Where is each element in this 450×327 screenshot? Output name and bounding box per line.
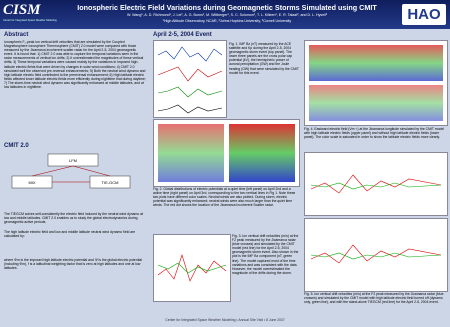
map-panel bbox=[158, 124, 224, 182]
figure-5-top bbox=[304, 152, 448, 216]
affiliations: ¹High Altitude Observatory, NCAR, ²Johns… bbox=[162, 19, 292, 23]
figure-4 bbox=[304, 40, 448, 126]
figure-caption: Fig. 2. Global distributions of electric… bbox=[153, 187, 296, 208]
cmit-diagram: LFM MIX TIE-GCM bbox=[11, 153, 131, 189]
plot-line bbox=[310, 174, 442, 194]
footer: Center for Integrated Space Weather Mode… bbox=[165, 318, 285, 322]
logo-left: CISM bbox=[3, 2, 41, 18]
map-panel bbox=[309, 45, 443, 81]
header: CISM Center for Integrated Space Weather… bbox=[0, 0, 450, 29]
plot-line bbox=[157, 66, 223, 82]
title: Ionospheric Electric Field Variations du… bbox=[77, 3, 377, 12]
plot-line bbox=[157, 254, 227, 282]
cmit-text: where Φm is the imposed high latitude el… bbox=[4, 258, 143, 271]
figure-caption: Fig. 3. Ion vertical drift velocities (m… bbox=[232, 234, 299, 275]
abstract-text: Ionospheric F₂-peak ion vertical drift v… bbox=[4, 40, 146, 90]
logo-subtitle: Center for Integrated Space Weather Mode… bbox=[3, 19, 57, 22]
map-panel bbox=[229, 124, 295, 182]
logo-right: HAO bbox=[402, 4, 446, 25]
cmit-text: The high latitude electric field and low… bbox=[4, 230, 136, 239]
arrow bbox=[72, 165, 111, 177]
plot-line bbox=[310, 182, 442, 190]
figure-caption: Fig. 1. IMF Bz (nT) measured by the ACE … bbox=[229, 42, 299, 75]
figure-2 bbox=[153, 119, 300, 187]
plot-line bbox=[310, 244, 442, 264]
plot-line bbox=[157, 46, 223, 62]
plot-line bbox=[157, 104, 223, 114]
box-label: TIE-GCM bbox=[102, 180, 119, 185]
figure-1 bbox=[153, 40, 227, 118]
figure-3 bbox=[153, 234, 231, 302]
box-label: MIX bbox=[28, 180, 35, 185]
figure-caption: Fig. 4. Eastward electric field (Vm⁻¹) a… bbox=[304, 127, 445, 140]
arrow bbox=[31, 165, 74, 177]
cmit-text: The TIEGCM solves self-consistently the … bbox=[4, 212, 144, 225]
figure-5-bottom bbox=[304, 218, 448, 292]
plot-line bbox=[310, 252, 442, 260]
plot-line bbox=[157, 86, 223, 98]
section-heading: CMIT 2.0 bbox=[4, 143, 29, 149]
box-label: LFM bbox=[69, 158, 77, 163]
authors: W. Wang¹, A. D. Richmond¹, J. Lei¹, A. G… bbox=[126, 13, 328, 17]
figure-caption: Fig. 5. Ion vertical drift velocities (m… bbox=[304, 292, 444, 305]
section-heading: Abstract bbox=[4, 32, 29, 38]
map-panel bbox=[309, 85, 443, 121]
plot-line bbox=[157, 262, 227, 274]
section-heading: April 2-5, 2004 Event bbox=[153, 32, 212, 38]
